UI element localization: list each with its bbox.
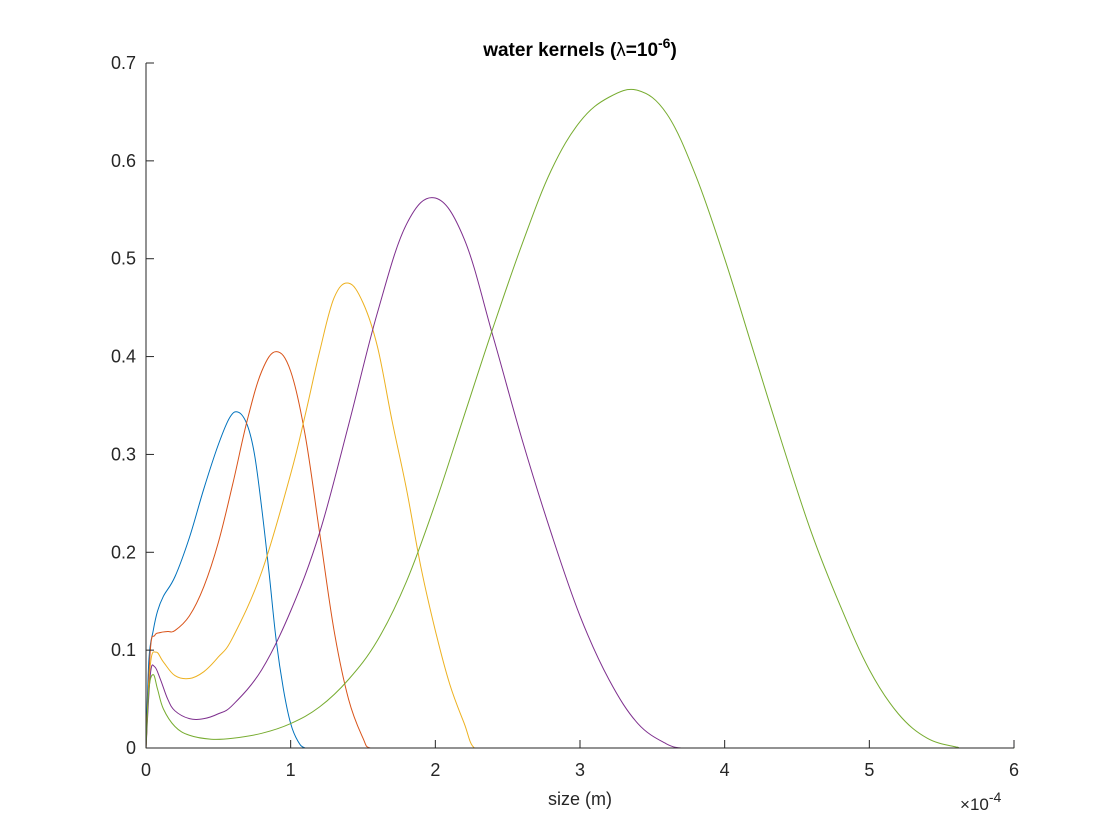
- y-tick-label: 0: [126, 738, 136, 758]
- y-tick-label: 0.3: [111, 444, 136, 464]
- x-tick-label: 3: [575, 760, 585, 780]
- x-axis-exponent: ×10-4: [960, 789, 1002, 814]
- y-tick-label: 0.6: [111, 151, 136, 171]
- series-line-5: [145, 88, 1015, 749]
- y-tick-label: 0.7: [111, 53, 136, 73]
- chart-title-superscript: -6: [658, 35, 671, 51]
- y-tick-label: 0.1: [111, 640, 136, 660]
- y-axis-ticks: 0 0.1 0.2 0.3 0.4 0.5 0.6 0.7: [111, 53, 154, 758]
- chart-title-lambda: λ: [616, 40, 626, 61]
- series-line-4: [145, 197, 697, 749]
- series-line-1: [145, 411, 321, 749]
- y-tick-label: 0.5: [111, 249, 136, 269]
- x-axis-exponent-base: 10: [970, 795, 989, 814]
- x-tick-label: 5: [864, 760, 874, 780]
- chart-title-middle: =10: [626, 40, 658, 61]
- chart-title-prefix: water kernels (: [482, 40, 617, 61]
- x-tick-label: 0: [141, 760, 151, 780]
- y-tick-label: 0.4: [111, 347, 136, 367]
- series-line-2: [145, 351, 393, 749]
- x-tick-label: 6: [1009, 760, 1019, 780]
- x-tick-label: 1: [286, 760, 296, 780]
- x-tick-label: 2: [430, 760, 440, 780]
- x-axis-ticks: 0 1 2 3 4 5 6: [141, 740, 1019, 780]
- chart-title-suffix: ): [670, 40, 676, 61]
- x-axis-exponent-times: ×: [960, 795, 970, 814]
- x-axis-label: size (m): [548, 789, 612, 809]
- series-layer: [145, 88, 1015, 749]
- chart-title: water kernels (λ=10-6): [482, 35, 677, 61]
- x-tick-label: 4: [720, 760, 730, 780]
- y-tick-label: 0.2: [111, 542, 136, 562]
- x-axis-exponent-power: -4: [989, 789, 1002, 805]
- series-line-3: [145, 282, 494, 749]
